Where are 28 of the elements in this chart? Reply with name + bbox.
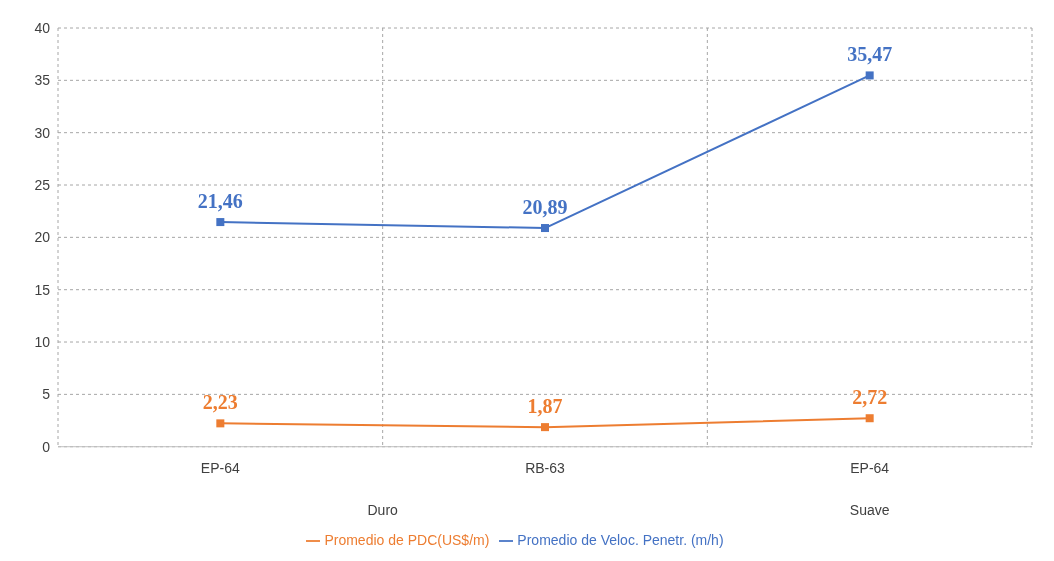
data-label: 20,89 xyxy=(522,196,568,219)
point xyxy=(216,218,225,227)
y-tick-label: 30 xyxy=(34,124,51,141)
y-tick-label: 15 xyxy=(34,281,51,298)
data-label: 1,87 xyxy=(527,395,563,418)
point xyxy=(865,71,874,80)
y-tick-label: 10 xyxy=(34,334,51,350)
point xyxy=(216,419,225,428)
x-tick-label: EP-64 xyxy=(200,459,240,476)
y-tick-label: 40 xyxy=(34,19,51,36)
y-tick-label: 20 xyxy=(34,229,51,246)
legend-label: Promedio de Veloc. Penetr. (m/h) xyxy=(517,531,724,548)
data-label: 35,47 xyxy=(847,43,893,66)
text: Suave xyxy=(849,501,890,518)
data-label: 21,46 xyxy=(197,190,243,213)
text: Duro xyxy=(367,501,399,518)
point xyxy=(541,423,549,432)
y-tick-label: 35 xyxy=(34,72,51,89)
legend-label: Promedio de PDC(US$/m) xyxy=(324,531,490,548)
y-tick-label: 25 xyxy=(34,176,51,193)
x-tick-label: RB-63 xyxy=(525,459,566,476)
x-tick-label: EP-64 xyxy=(850,459,890,476)
y-tick-label: 0 xyxy=(42,438,51,455)
data-label: 2,23 xyxy=(202,391,238,414)
point xyxy=(541,224,549,233)
point xyxy=(865,414,874,423)
data-label: 2,72 xyxy=(852,386,888,409)
y-tick-label: 5 xyxy=(42,386,51,403)
